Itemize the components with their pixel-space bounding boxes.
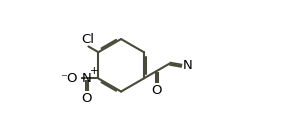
Text: O: O bbox=[82, 92, 92, 105]
Text: N: N bbox=[183, 59, 193, 72]
Text: +: + bbox=[90, 66, 98, 76]
Text: Cl: Cl bbox=[81, 33, 94, 46]
Text: N: N bbox=[82, 72, 92, 85]
Text: O: O bbox=[151, 84, 162, 98]
Text: ⁻O: ⁻O bbox=[60, 72, 77, 85]
